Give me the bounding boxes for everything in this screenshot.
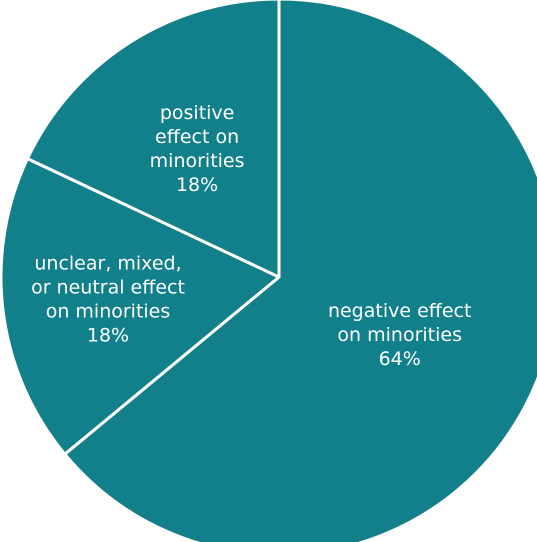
slice-category-label: minorities [150,150,245,172]
slice-category-label: positive [160,102,235,124]
pie-slice-1 [63,0,537,542]
pie-slice-label-1: negative effect on minorities 64% [328,300,472,370]
slice-category-label: on minorities [337,324,462,346]
slice-percent-label: 18% [176,174,218,196]
slice-category-label: or neutral effect [31,277,185,299]
pie-labels: negative effect on minorities 64%unclear, … [31,102,471,370]
slice-percent-label: 64% [379,348,421,370]
slice-category-label: negative effect [328,300,472,322]
slice-category-label: on minorities [46,301,171,323]
pie-slice-label-2: unclear, mixed, or neutral effect on minor… [31,253,185,347]
pie-slice-2 [0,157,281,456]
pie-slice-3 [25,0,281,279]
pie-slice-label-3: positive effect on minorities 18% [150,102,245,196]
slice-category-label: effect on [155,126,239,148]
slice-category-label: unclear, mixed, [34,253,181,275]
slice-percent-label: 18% [87,325,129,347]
